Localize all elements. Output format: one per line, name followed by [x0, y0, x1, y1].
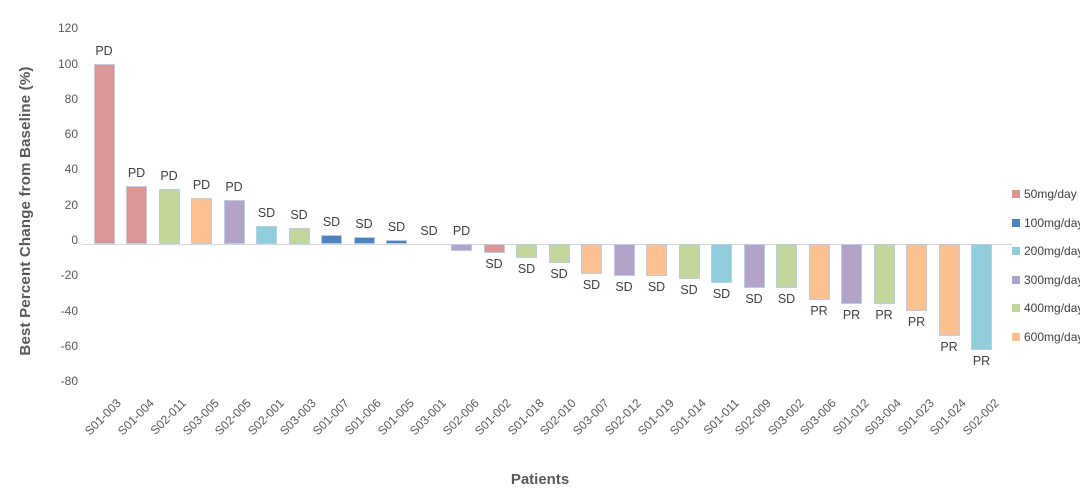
bar-response-label: PR — [907, 315, 926, 330]
bar — [808, 244, 830, 301]
legend-label: 200mg/day — [1024, 244, 1080, 258]
bar-response-label: PD — [127, 165, 146, 180]
legend-label: 400mg/day — [1024, 301, 1080, 315]
legend: 50mg/day 100mg/day 200mg/day 300mg/day 400mg… — [1012, 186, 1080, 357]
bar-response-label: SD — [420, 224, 438, 238]
legend-label: 50mg/day — [1024, 187, 1077, 201]
bar — [483, 244, 505, 253]
bar — [548, 244, 570, 264]
bar — [288, 228, 310, 244]
bar — [711, 244, 732, 283]
bar-response-label: PR — [810, 304, 828, 319]
legend-label: 300mg/day — [1024, 272, 1080, 287]
bar — [223, 199, 245, 244]
bar-response-label: SD — [550, 267, 568, 282]
legend-item: 200mg/day — [1012, 243, 1080, 259]
bar-response-label: PD — [225, 179, 243, 194]
bar-response-label: PD — [192, 178, 211, 193]
y-tick-label: 80 — [64, 91, 78, 106]
legend-item: 50mg/day — [1012, 186, 1080, 202]
bar — [321, 235, 342, 244]
bar-response-label: SD — [777, 292, 796, 307]
zero-axis-line — [82, 244, 1012, 245]
y-tick-label: 60 — [64, 127, 78, 142]
bar-response-label: SD — [680, 283, 698, 298]
legend-swatch-icon — [1012, 247, 1020, 255]
bar — [191, 198, 212, 244]
bar — [386, 240, 407, 244]
bar-response-label: PD — [452, 224, 471, 238]
bar — [256, 226, 277, 244]
bar — [678, 244, 700, 280]
bar — [93, 63, 115, 244]
bar — [451, 244, 472, 252]
bar — [841, 244, 862, 304]
legend-label: 600mg/day — [1024, 329, 1080, 344]
y-tick-label: 0 — [71, 233, 78, 247]
bar-response-label: SD — [647, 279, 666, 294]
bar-response-label: PR — [875, 308, 893, 322]
legend-item: 100mg/day — [1012, 215, 1080, 231]
bar-response-label: PD — [160, 169, 178, 184]
legend-swatch-icon — [1012, 304, 1020, 312]
bar-response-label: SD — [290, 208, 308, 223]
bar — [516, 244, 537, 259]
bar-response-label: PD — [95, 43, 113, 58]
bar — [743, 244, 765, 289]
bar — [971, 244, 992, 350]
y-tick-label: 20 — [64, 197, 78, 212]
bar-response-label: PR — [842, 308, 861, 322]
y-tick-label: 120 — [57, 21, 78, 36]
bar-response-label: SD — [485, 256, 503, 271]
x-axis-title: Patients — [510, 471, 570, 488]
bar — [126, 185, 147, 244]
legend-item: 600mg/day — [1012, 329, 1080, 345]
legend-item: 300mg/day — [1012, 272, 1080, 288]
legend-swatch-icon — [1012, 190, 1020, 198]
bar-response-label: SD — [355, 216, 373, 231]
bar — [776, 244, 797, 289]
bar-response-label: SD — [322, 215, 341, 230]
y-tick-label: -60 — [60, 338, 78, 353]
y-tick-label: -80 — [60, 374, 78, 389]
y-tick-label: -40 — [60, 303, 78, 318]
bar — [646, 244, 667, 276]
legend-swatch-icon — [1012, 218, 1020, 227]
bar-response-label: SD — [615, 279, 633, 294]
bar — [873, 244, 895, 304]
legend-item: 400mg/day — [1012, 300, 1080, 316]
legend-swatch-icon — [1012, 275, 1020, 284]
bar — [581, 244, 602, 274]
bar-response-label: SD — [517, 262, 536, 277]
bar — [906, 244, 927, 312]
bar — [938, 244, 960, 336]
bar-response-label: SD — [712, 286, 731, 301]
bar-response-label: SD — [582, 278, 601, 292]
bar — [353, 236, 375, 244]
y-tick-label: -20 — [60, 268, 78, 283]
legend-swatch-icon — [1012, 332, 1020, 341]
bar-response-label: PR — [972, 353, 991, 368]
bar-response-label: SD — [387, 220, 406, 235]
bar-response-label: SD — [745, 292, 763, 307]
bar — [158, 189, 180, 244]
bar — [613, 244, 635, 276]
bar-response-label: PR — [940, 339, 958, 354]
y-tick-label: 40 — [64, 162, 78, 177]
y-tick-label: 100 — [57, 56, 78, 71]
legend-label: 100mg/day — [1024, 215, 1080, 230]
bar-response-label: SD — [257, 206, 276, 221]
